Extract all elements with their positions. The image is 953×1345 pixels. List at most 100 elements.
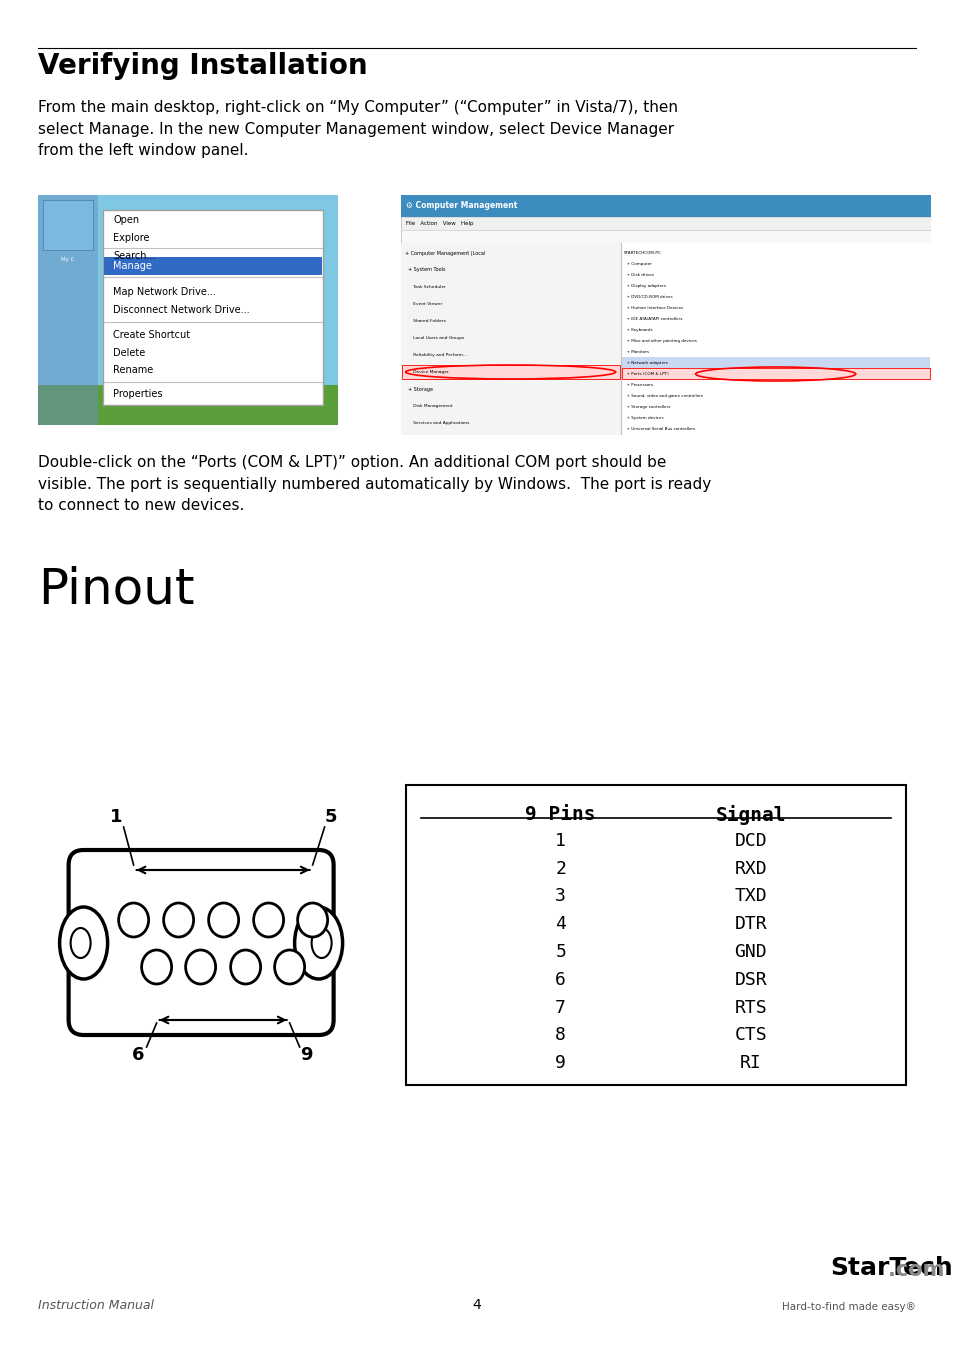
Bar [43,200,93,250]
Ellipse shape [141,950,172,985]
Ellipse shape [294,907,342,979]
Text: + DVD/CD-ROM drives: + DVD/CD-ROM drives [623,295,672,299]
Text: 3: 3 [555,888,565,905]
Text: Delete: Delete [113,348,145,358]
Text: CTS: CTS [734,1026,766,1044]
Text: Manage: Manage [113,261,152,270]
Text: + Processors: + Processors [623,383,652,387]
Text: Explore: Explore [113,233,150,243]
Text: 4: 4 [555,915,565,933]
Text: Search...: Search... [113,252,155,261]
Text: + Mice and other pointing devices: + Mice and other pointing devices [623,339,696,343]
Text: RXD: RXD [734,859,766,878]
Text: + IDE ATA/ATAPI controllers: + IDE ATA/ATAPI controllers [623,317,681,321]
Text: + Disk drives: + Disk drives [623,273,653,277]
Bar [400,243,620,434]
Bar [38,195,337,385]
Text: Event Viewer: Event Viewer [404,303,441,307]
Ellipse shape [59,907,108,979]
Bar [38,195,98,425]
Text: TXD: TXD [734,888,766,905]
Text: Properties: Properties [113,389,163,399]
Text: + Network adapters: + Network adapters [623,360,667,364]
Bar [104,257,322,274]
Bar [103,210,323,405]
Bar [38,385,337,425]
Text: Device Manager: Device Manager [404,370,448,374]
Text: + Human Interface Devices: + Human Interface Devices [623,307,682,309]
Text: DTR: DTR [734,915,766,933]
Text: STARTECHCOM-PC: STARTECHCOM-PC [623,252,660,256]
Text: Disconnect Network Drive...: Disconnect Network Drive... [113,305,250,315]
Text: Map Network Drive...: Map Network Drive... [113,286,215,297]
Ellipse shape [253,902,283,937]
Bar [401,364,619,379]
Text: + Computer: + Computer [623,262,651,266]
Text: Task Scheduler: Task Scheduler [404,285,445,289]
Ellipse shape [164,902,193,937]
Text: 6: 6 [555,971,565,989]
Text: DCD: DCD [734,833,766,850]
Text: DSR: DSR [734,971,766,989]
Ellipse shape [274,950,304,985]
Text: Disk Management: Disk Management [404,404,452,408]
Text: .com: .com [829,1260,943,1280]
Text: + Storage controllers: + Storage controllers [623,405,669,409]
Text: Rename: Rename [113,364,153,375]
Text: 9 Pins: 9 Pins [525,806,596,824]
Text: + Sound, video and game controllers: + Sound, video and game controllers [623,394,702,398]
Text: RTS: RTS [734,998,766,1017]
Text: + Monitors: + Monitors [623,350,648,354]
Text: 2: 2 [555,859,565,878]
Text: Shared Folders: Shared Folders [404,319,445,323]
Text: Instruction Manual: Instruction Manual [38,1299,153,1311]
Ellipse shape [209,902,238,937]
FancyBboxPatch shape [69,850,334,1036]
Ellipse shape [186,950,215,985]
Text: StarTech: StarTech [829,1256,952,1280]
Text: + Display adapters: + Display adapters [623,284,665,288]
Text: Double-click on the “Ports (COM & LPT)” option. An additional COM port should be: Double-click on the “Ports (COM & LPT)” … [38,455,711,514]
Text: Pinout: Pinout [38,565,194,613]
Text: Signal: Signal [715,806,785,824]
Text: Reliability and Perform...: Reliability and Perform... [404,352,466,356]
Text: 9: 9 [300,1046,313,1064]
Text: Hard-to-find made easy®: Hard-to-find made easy® [781,1302,915,1311]
Text: ⚙ Computer Management: ⚙ Computer Management [405,202,517,211]
Text: 9: 9 [555,1054,565,1072]
Text: Services and Applications: Services and Applications [404,421,469,425]
Ellipse shape [297,902,327,937]
Bar [400,230,930,243]
Text: 5: 5 [324,808,336,826]
Ellipse shape [312,928,332,958]
Text: File   Action   View   Help: File Action View Help [405,222,473,226]
Text: Create Shortcut: Create Shortcut [113,330,190,340]
Ellipse shape [71,928,91,958]
Ellipse shape [231,950,260,985]
Text: 8: 8 [555,1026,565,1044]
Bar [621,369,929,379]
Text: 6: 6 [132,1046,145,1064]
Text: + Universal Serial Bus controllers: + Universal Serial Bus controllers [623,426,694,430]
Text: My C: My C [61,257,74,262]
Bar [620,243,930,434]
Text: Verifying Installation: Verifying Installation [38,52,367,79]
Text: GND: GND [734,943,766,960]
Bar [400,195,930,217]
Bar [400,217,930,230]
Text: Open: Open [113,215,139,225]
Text: RI: RI [739,1054,760,1072]
Text: + System devices: + System devices [623,416,662,420]
Ellipse shape [118,902,149,937]
Text: Local Users and Groups: Local Users and Groups [404,336,463,340]
Text: + Keyboards: + Keyboards [623,328,652,332]
Text: From the main desktop, right-click on “My Computer” (“Computer” in Vista/7), the: From the main desktop, right-click on “M… [38,100,678,159]
Text: + System Tools: + System Tools [404,268,445,273]
Bar [621,356,929,369]
Text: 7: 7 [555,998,565,1017]
Text: + Computer Management (Local: + Computer Management (Local [404,250,484,256]
Text: 1: 1 [111,808,123,826]
Text: 4: 4 [472,1298,481,1311]
Text: + Ports (COM & LPT): + Ports (COM & LPT) [623,373,668,377]
Text: 5: 5 [555,943,565,960]
